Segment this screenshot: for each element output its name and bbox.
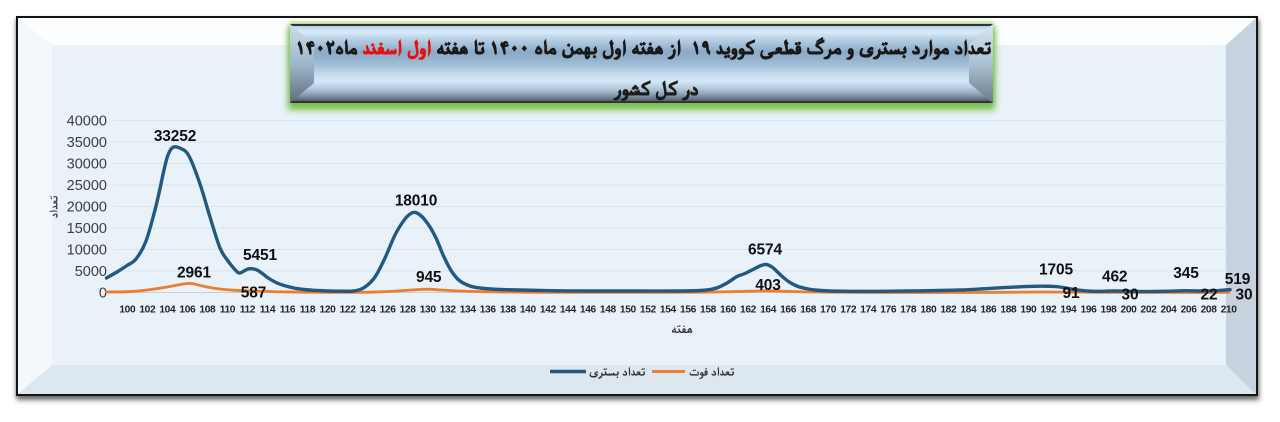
svg-text:208: 208 [1201,305,1218,316]
svg-text:200: 200 [1121,305,1138,316]
svg-text:100: 100 [119,305,136,316]
svg-text:106: 106 [179,305,196,316]
svg-text:30: 30 [1236,287,1253,304]
svg-text:945: 945 [416,269,442,286]
svg-text:1705: 1705 [1039,261,1073,278]
svg-text:198: 198 [1101,305,1118,316]
svg-text:182: 182 [940,305,957,316]
svg-text:6574: 6574 [748,241,782,258]
svg-text:15000: 15000 [67,221,107,237]
svg-text:122: 122 [340,305,357,316]
svg-text:188: 188 [1000,305,1017,316]
svg-text:136: 136 [480,305,497,316]
svg-text:110: 110 [220,305,236,316]
svg-text:587: 587 [241,285,266,302]
svg-text:142: 142 [540,305,557,316]
svg-text:148: 148 [600,305,617,316]
svg-text:156: 156 [680,305,697,316]
svg-text:210: 210 [1221,305,1238,316]
svg-text:108: 108 [199,305,216,316]
svg-text:10000: 10000 [67,243,107,259]
svg-text:0: 0 [99,286,107,302]
svg-text:112: 112 [240,305,256,316]
svg-text:172: 172 [840,305,857,316]
svg-text:150: 150 [620,305,637,316]
svg-text:126: 126 [380,305,397,316]
svg-text:144: 144 [560,305,577,316]
svg-text:160: 160 [720,305,737,316]
svg-text:192: 192 [1040,305,1057,316]
svg-text:102: 102 [139,305,156,316]
svg-text:180: 180 [920,305,937,316]
svg-text:462: 462 [1102,268,1127,285]
svg-text:114: 114 [260,305,276,316]
svg-text:162: 162 [740,305,757,316]
svg-text:184: 184 [960,305,977,316]
svg-text:168: 168 [800,305,817,316]
svg-text:91: 91 [1063,285,1080,302]
svg-text:152: 152 [640,305,657,316]
svg-text:158: 158 [700,305,717,316]
svg-text:120: 120 [320,305,337,316]
svg-text:166: 166 [780,305,797,316]
svg-text:128: 128 [400,305,417,316]
svg-text:22: 22 [1201,286,1218,303]
svg-text:154: 154 [660,305,677,316]
svg-text:124: 124 [360,305,377,316]
svg-text:403: 403 [755,277,781,294]
svg-text:138: 138 [500,305,517,316]
svg-text:186: 186 [980,305,997,316]
svg-text:176: 176 [880,305,897,316]
svg-text:196: 196 [1081,305,1098,316]
svg-text:178: 178 [900,305,917,316]
svg-text:18010: 18010 [395,193,437,210]
svg-text:2961: 2961 [177,265,211,282]
svg-text:40000: 40000 [67,114,107,130]
svg-text:134: 134 [460,305,477,316]
svg-text:190: 190 [1020,305,1037,316]
svg-text:20000: 20000 [67,200,107,216]
svg-text:5451: 5451 [243,247,277,264]
svg-text:35000: 35000 [67,135,107,151]
svg-text:146: 146 [580,305,597,316]
svg-text:345: 345 [1173,265,1199,282]
svg-text:204: 204 [1161,305,1178,316]
svg-text:164: 164 [760,305,777,316]
svg-text:118: 118 [300,305,316,316]
svg-text:30000: 30000 [67,157,107,173]
svg-text:5000: 5000 [75,264,107,280]
svg-text:202: 202 [1141,305,1158,316]
svg-text:33252: 33252 [154,128,196,145]
svg-text:170: 170 [820,305,837,316]
svg-text:140: 140 [520,305,537,316]
svg-text:132: 132 [440,305,457,316]
svg-text:130: 130 [420,305,437,316]
svg-text:194: 194 [1060,305,1077,316]
svg-text:206: 206 [1181,305,1198,316]
svg-text:104: 104 [159,305,176,316]
svg-text:116: 116 [280,305,296,316]
svg-text:30: 30 [1122,286,1139,303]
svg-text:174: 174 [860,305,877,316]
svg-text:25000: 25000 [67,178,107,194]
svg-text:519: 519 [1225,271,1251,288]
